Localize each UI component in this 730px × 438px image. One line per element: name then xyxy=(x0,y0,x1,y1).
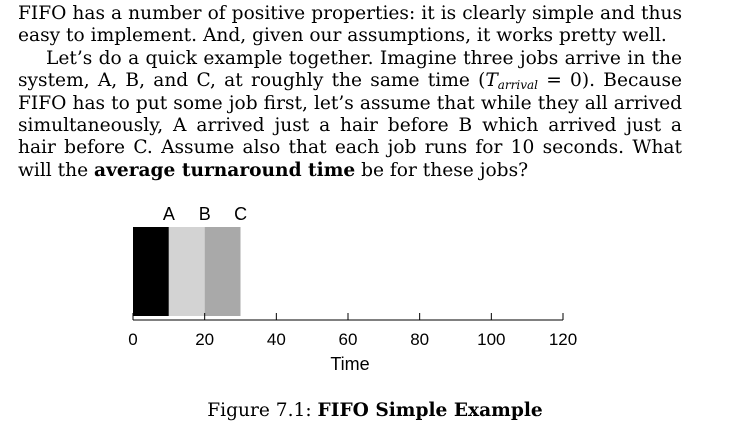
paragraph-2-bold: average turnaround time xyxy=(94,159,356,181)
x-axis-ticks: 0 20 40 60 80 100 120 xyxy=(128,313,577,349)
x-tick-label: 60 xyxy=(339,330,358,349)
x-tick-label: 100 xyxy=(477,330,505,349)
x-tick-label: 120 xyxy=(549,330,577,349)
job-labels: A B C xyxy=(163,204,247,224)
x-tick-label: 20 xyxy=(195,330,214,349)
formula-equals: = 0). xyxy=(538,70,604,92)
x-tick-label: 40 xyxy=(267,330,286,349)
job-bar-b xyxy=(168,227,205,316)
job-bars xyxy=(133,227,241,316)
figure-caption-prefix: Figure 7.1: xyxy=(207,400,318,421)
formula-T: T xyxy=(485,70,498,92)
job-bar-c xyxy=(204,227,241,316)
job-label-c: C xyxy=(234,204,247,224)
paragraph-2: Let’s do a quick example together. Imagi… xyxy=(18,48,682,182)
x-tick-label: 0 xyxy=(128,330,137,349)
paragraph-2-text-b: Because FIFO has to put some job first, … xyxy=(18,70,682,181)
body-text: FIFO has a number of positive properties… xyxy=(18,3,682,182)
paragraph-2-text-a: Let’s do a quick example together. Imagi… xyxy=(18,47,682,92)
figure-caption: Figure 7.1: FIFO Simple Example xyxy=(0,400,730,421)
job-bar-a xyxy=(133,227,169,316)
x-tick-label: 80 xyxy=(410,330,429,349)
paragraph-2-text-c: be for these jobs? xyxy=(355,159,529,181)
x-axis-title: Time xyxy=(330,354,369,374)
arrival-time-formula: Tarrival = 0). xyxy=(485,70,603,91)
paragraph-1: FIFO has a number of positive properties… xyxy=(18,3,682,48)
formula-subscript: arrival xyxy=(497,78,538,93)
paragraph-1-text: FIFO has a number of positive properties… xyxy=(18,3,682,47)
job-label-a: A xyxy=(163,204,175,224)
job-label-b: B xyxy=(199,204,211,224)
figure-caption-title: FIFO Simple Example xyxy=(317,400,543,421)
